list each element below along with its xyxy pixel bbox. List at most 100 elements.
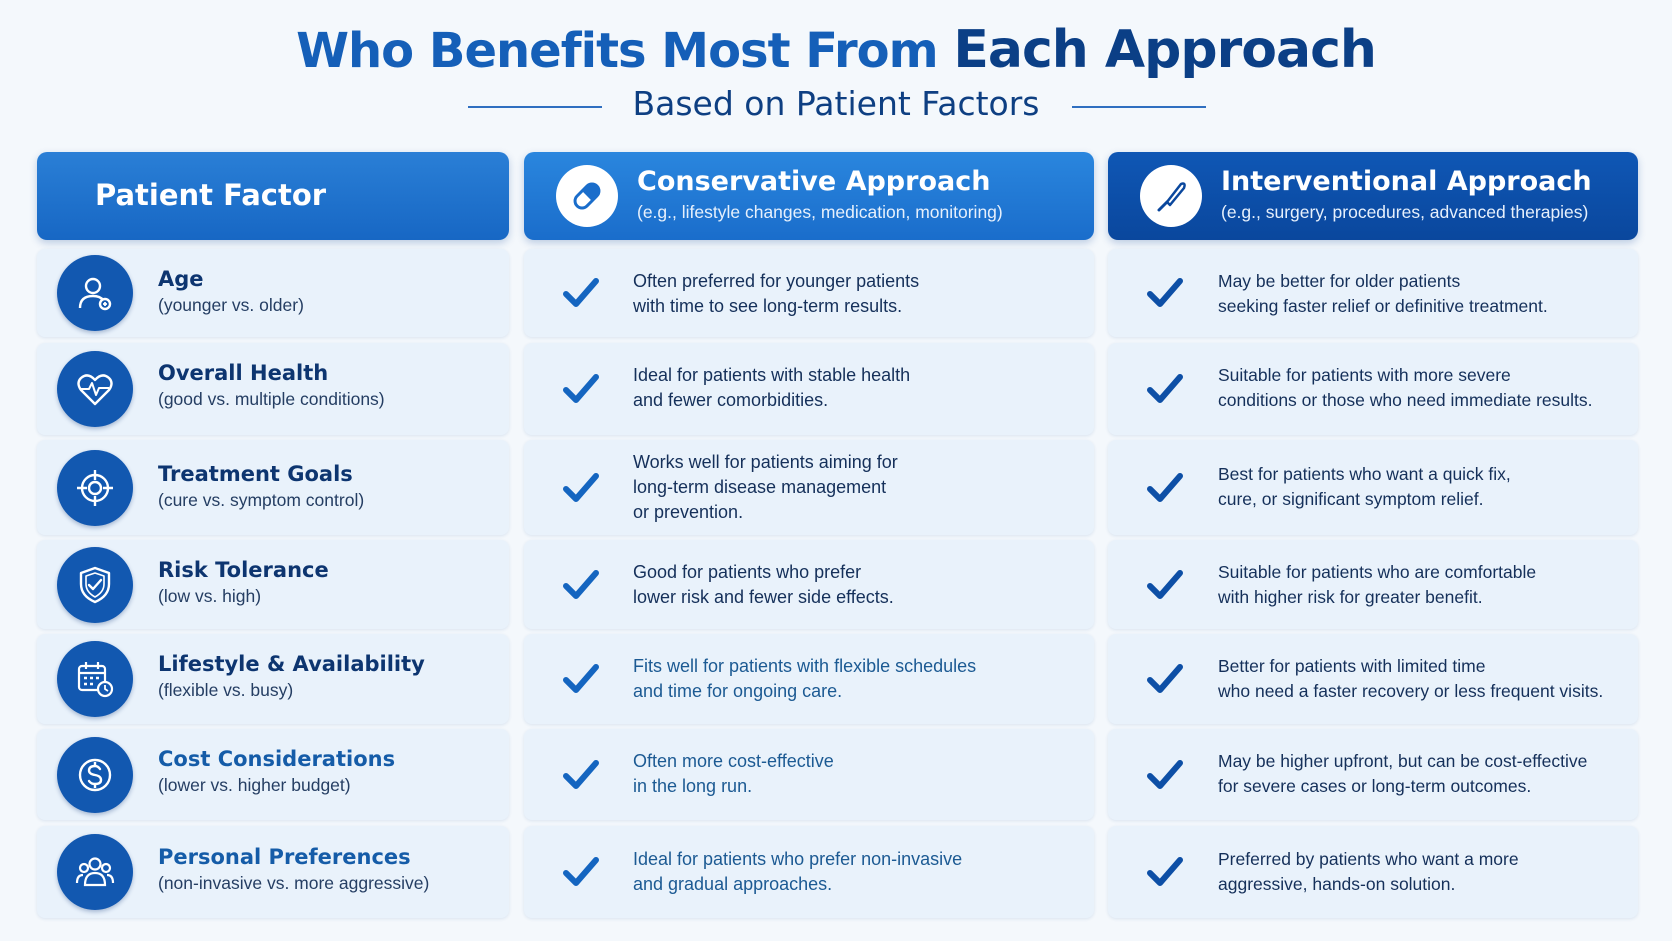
checkmark-icon (563, 857, 599, 886)
conservative-text-line: and fewer comorbidities. (633, 390, 829, 410)
factor-subtitle: (cure vs. symptom control) (158, 490, 365, 510)
factor-subtitle: (younger vs. older) (158, 295, 304, 315)
conservative-text-line: Ideal for patients who prefer non-invasi… (633, 849, 963, 869)
checkmark-icon (563, 278, 599, 307)
page-title: Who Benefits Most From Each Approach (0, 20, 1672, 80)
header-conservative-subtitle: (e.g., lifestyle changes, medication, mo… (637, 202, 1003, 222)
interventional-text-line: Best for patients who want a quick fix, (1218, 464, 1511, 484)
page-subtitle: Based on Patient Factors (632, 84, 1040, 123)
interventional-cell: Suitable for patients with more severe c… (1108, 343, 1638, 435)
header-conservative: Conservative Approach (e.g., lifestyle c… (524, 152, 1094, 240)
calendar-clock-icon (57, 641, 133, 717)
checkmark-icon (1147, 569, 1183, 599)
interventional-text-line: May be higher upfront, but can be cost-e… (1218, 751, 1588, 771)
interventional-text-line: seeking faster relief or definitive trea… (1218, 296, 1548, 316)
checkmark-icon (563, 664, 599, 693)
header-interventional-subtitle: (e.g., surgery, procedures, advanced the… (1221, 202, 1589, 222)
table-row: Lifestyle & Availability (flexible vs. b… (0, 634, 1672, 724)
interventional-cell: Best for patients who want a quick fix, … (1108, 440, 1638, 535)
conservative-cell: Works well for patients aiming for long-… (524, 440, 1094, 535)
checkmark-icon (1147, 857, 1183, 886)
interventional-text-line: Better for patients with limited time (1218, 656, 1486, 676)
header-patient-factor: Patient Factor (37, 152, 509, 240)
interventional-text-line: Preferred by patients who want a more (1218, 849, 1519, 869)
conservative-cell: Fits well for patients with flexible sch… (524, 634, 1094, 724)
table-row: Personal Preferences (non-invasive vs. m… (0, 826, 1672, 918)
conservative-cell: Good for patients who prefer lower risk … (524, 540, 1094, 629)
factor-name: Risk Tolerance (158, 558, 329, 582)
conservative-text-line: Works well for patients aiming for (633, 452, 898, 472)
interventional-text-line: May be better for older patients (1218, 271, 1461, 291)
header-patient-factor-label: Patient Factor (95, 178, 327, 212)
dollar-icon (57, 736, 133, 813)
people-icon (57, 834, 133, 910)
conservative-text-line: in the long run. (633, 776, 753, 796)
table-row: Age (younger vs. older) Often preferred … (0, 249, 1672, 337)
shield-check-icon (57, 546, 133, 623)
factor-name: Personal Preferences (158, 845, 411, 869)
factor-name: Cost Considerations (158, 747, 396, 771)
conservative-cell: Ideal for patients who prefer non-invasi… (524, 826, 1094, 918)
pill-icon (556, 165, 618, 227)
conservative-text-line: Ideal for patients with stable health (633, 365, 911, 385)
factor-name: Treatment Goals (158, 462, 353, 486)
header-conservative-title: Conservative Approach (637, 166, 991, 197)
conservative-text-line: with time to see long-term results. (633, 296, 903, 316)
checkmark-icon (563, 472, 599, 502)
conservative-text-line: and time for ongoing care. (633, 681, 843, 701)
conservative-cell: Often preferred for younger patients wit… (524, 249, 1094, 337)
factor-subtitle: (flexible vs. busy) (158, 680, 294, 700)
header-interventional: Interventional Approach (e.g., surgery, … (1108, 152, 1638, 240)
interventional-text-line: aggressive, hands-on solution. (1218, 874, 1456, 894)
conservative-text-line: or prevention. (633, 502, 744, 522)
factor-cell: Risk Tolerance (low vs. high) (37, 540, 509, 629)
interventional-text-line: Suitable for patients who are comfortabl… (1218, 562, 1537, 582)
interventional-text-line: conditions or those who need immediate r… (1218, 390, 1593, 410)
conservative-cell: Ideal for patients with stable health an… (524, 343, 1094, 435)
conservative-text-line: and gradual approaches. (633, 874, 833, 894)
factor-subtitle: (non-invasive vs. more aggressive) (158, 873, 430, 893)
header-interventional-title: Interventional Approach (1221, 166, 1592, 197)
table-row: Treatment Goals (cure vs. symptom contro… (0, 440, 1672, 535)
subtitle-divider-right (1072, 106, 1206, 108)
conservative-text-line: lower risk and fewer side effects. (633, 587, 894, 607)
checkmark-icon (1147, 759, 1183, 789)
table-row: Risk Tolerance (low vs. high) Good for p… (0, 540, 1672, 629)
conservative-text-line: Fits well for patients with flexible sch… (633, 656, 977, 676)
subtitle-row: Based on Patient Factors (0, 84, 1672, 128)
interventional-text-line: Suitable for patients with more severe (1218, 365, 1511, 385)
interventional-text-line: who need a faster recovery or less frequ… (1218, 681, 1604, 701)
interventional-cell: May be better for older patients seeking… (1108, 249, 1638, 337)
conservative-text-line: Often preferred for younger patients (633, 271, 920, 291)
table-row: Cost Considerations (lower vs. higher bu… (0, 729, 1672, 820)
factor-cell: Personal Preferences (non-invasive vs. m… (37, 826, 509, 918)
factor-name: Overall Health (158, 361, 329, 385)
interventional-cell: May be higher upfront, but can be cost-e… (1108, 729, 1638, 820)
target-icon (57, 449, 133, 526)
factor-cell: Age (younger vs. older) (37, 249, 509, 337)
factor-cell: Cost Considerations (lower vs. higher bu… (37, 729, 509, 820)
factor-name: Lifestyle & Availability (158, 652, 425, 676)
factor-subtitle: (good vs. multiple conditions) (158, 389, 385, 409)
conservative-text-line: Good for patients who prefer (633, 562, 862, 582)
checkmark-icon (1147, 664, 1183, 693)
interventional-cell: Better for patients with limited time wh… (1108, 634, 1638, 724)
factor-cell: Treatment Goals (cure vs. symptom contro… (37, 440, 509, 535)
conservative-text-line: Often more cost-effective (633, 751, 834, 771)
checkmark-icon (1147, 278, 1183, 307)
conservative-cell: Often more cost-effective in the long ru… (524, 729, 1094, 820)
interventional-text-line: for severe cases or long-term outcomes. (1218, 776, 1532, 796)
scalpel-icon (1140, 165, 1202, 227)
interventional-text-line: with higher risk for greater benefit. (1218, 587, 1483, 607)
interventional-cell: Suitable for patients who are comfortabl… (1108, 540, 1638, 629)
person-icon (57, 255, 133, 331)
interventional-text-line: cure, or significant symptom relief. (1218, 489, 1484, 509)
checkmark-icon (1147, 472, 1183, 502)
checkmark-icon (563, 374, 599, 403)
heart-pulse-icon (57, 351, 133, 427)
interventional-cell: Preferred by patients who want a more ag… (1108, 826, 1638, 918)
checkmark-icon (563, 759, 599, 789)
table-row: Overall Health (good vs. multiple condit… (0, 343, 1672, 435)
subtitle-divider-left (468, 106, 602, 108)
title-part-1: Who Benefits Most From (296, 23, 939, 79)
